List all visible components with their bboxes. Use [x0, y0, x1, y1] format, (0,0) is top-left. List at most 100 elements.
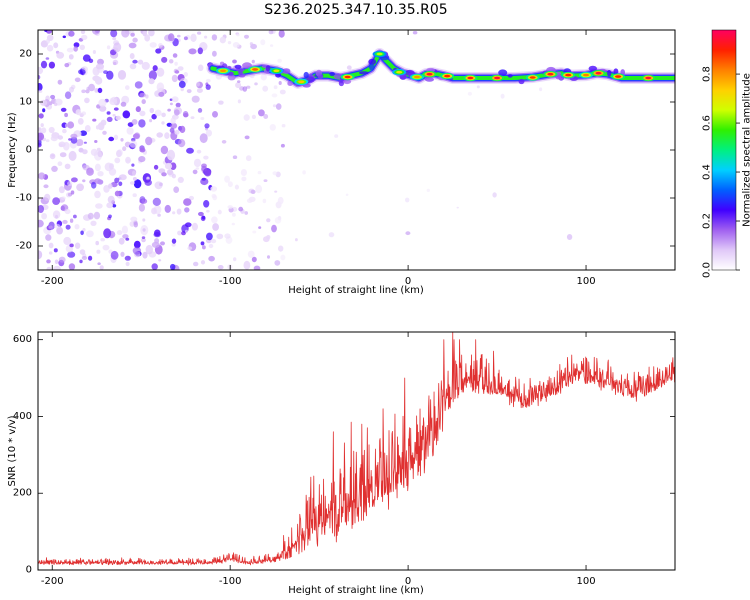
noise-blob	[262, 85, 269, 92]
noise-blob	[160, 145, 169, 155]
noise-blob	[75, 109, 82, 116]
noise-blob	[272, 171, 278, 176]
noise-blob	[200, 260, 206, 265]
noise-blob	[183, 113, 189, 118]
noise-blob	[170, 117, 176, 125]
noise-blob	[148, 251, 157, 258]
noise-blob	[192, 169, 198, 175]
noise-blob	[191, 95, 200, 103]
noise-blob	[73, 46, 78, 52]
noise-blob	[244, 211, 248, 215]
noise-blob	[93, 150, 103, 161]
snr-y-ticks: 0 200 400 600	[13, 334, 675, 576]
figure-title: S236.2025.347.10.35.R05	[264, 2, 447, 18]
noise-blob	[258, 109, 265, 117]
noise-blob	[46, 44, 54, 52]
noise-blob	[117, 70, 127, 80]
noise-blob	[166, 149, 176, 161]
noise-blob	[130, 216, 138, 222]
noise-blob	[328, 232, 335, 238]
noise-blob	[426, 188, 430, 192]
spectrogram-x-tick-label: 100	[576, 276, 595, 287]
noise-blob	[64, 208, 71, 215]
snr-x-tick-label: -200	[41, 576, 64, 587]
noise-blob	[54, 259, 59, 265]
noise-blob	[38, 74, 41, 80]
noise-blob	[157, 213, 161, 217]
tonal-texture-blob	[588, 65, 597, 72]
noise-blob	[134, 81, 143, 89]
noise-blob	[141, 237, 146, 243]
tonal-texture-blob	[338, 80, 344, 87]
noise-blob	[106, 70, 114, 80]
noise-blob	[202, 215, 206, 220]
noise-blob	[467, 91, 472, 96]
noise-blob	[50, 94, 56, 100]
noise-blob	[180, 87, 184, 92]
noise-blob	[63, 236, 72, 246]
noise-blob	[151, 207, 157, 215]
noise-blob	[74, 242, 81, 249]
noise-blob	[232, 42, 240, 48]
noise-blob	[83, 141, 87, 144]
noise-blob	[98, 105, 107, 112]
noise-blob	[73, 214, 77, 219]
noise-blob	[281, 124, 286, 128]
noise-blob	[110, 30, 118, 38]
tonal-texture-blob	[359, 71, 369, 75]
noise-blob	[132, 59, 138, 64]
noise-blob	[405, 197, 410, 203]
noise-blob	[171, 96, 179, 103]
noise-blob	[274, 190, 278, 193]
noise-blob	[262, 198, 267, 204]
noise-blob	[106, 116, 113, 122]
noise-blob	[38, 113, 44, 119]
noise-blob	[232, 59, 237, 64]
noise-blob	[120, 138, 124, 142]
noise-blob	[170, 122, 178, 129]
noise-blob	[190, 116, 195, 119]
noise-blob	[274, 260, 281, 266]
noise-blob	[238, 206, 244, 212]
noise-blob	[141, 99, 146, 105]
snr-x-tick-label: -100	[219, 576, 242, 587]
noise-blob	[196, 149, 202, 154]
hotspot-core	[344, 75, 351, 79]
noise-blob	[114, 177, 120, 183]
tonal-texture-blob	[518, 78, 525, 85]
noise-blob	[295, 238, 298, 242]
noise-blob	[64, 91, 72, 99]
noise-blob	[246, 198, 253, 203]
snr-y-tick-label: 0	[26, 565, 32, 576]
noise-blob	[86, 230, 94, 238]
noise-blob	[153, 164, 159, 170]
noise-blob	[49, 153, 56, 160]
hotspot-core	[645, 76, 652, 80]
noise-blob	[132, 170, 136, 176]
noise-blob	[65, 224, 71, 230]
noise-blob	[154, 181, 163, 190]
noise-blob	[109, 98, 118, 106]
noise-blob	[113, 42, 122, 53]
noise-blob	[170, 263, 176, 270]
noise-blob	[153, 232, 161, 238]
noise-blob	[95, 63, 105, 70]
noise-blob	[155, 48, 162, 54]
noise-blob	[173, 109, 180, 116]
spectrogram-y-tick-label: 0	[26, 145, 32, 156]
noise-blob	[69, 86, 74, 93]
noise-blob	[45, 30, 53, 34]
noise-blob	[257, 170, 262, 175]
noise-blob	[38, 83, 43, 92]
noise-blob	[137, 59, 144, 65]
noise-blob	[94, 76, 103, 85]
noise-blob	[334, 134, 339, 138]
noise-blob	[169, 102, 173, 106]
noise-blob	[208, 255, 215, 262]
noise-blob	[97, 58, 104, 66]
noise-blob	[204, 123, 210, 129]
noise-blob	[164, 132, 170, 140]
noise-blob	[233, 257, 237, 262]
noise-blob	[171, 173, 176, 179]
noise-blob	[151, 241, 160, 248]
